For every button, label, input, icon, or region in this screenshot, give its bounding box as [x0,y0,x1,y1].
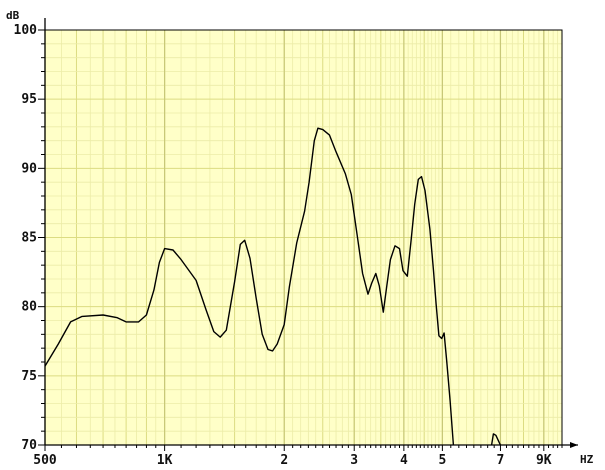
x-axis-arrow [570,442,578,448]
x-tick-label: 2 [280,453,288,468]
y-tick-label: 80 [21,300,37,315]
x-axis-unit-label: HZ [580,453,594,466]
y-tick-label: 90 [21,161,37,176]
y-axis-unit-label: dB [6,9,20,22]
x-tick-labels: 500 1K 2 3 4 5 7 9K [33,453,552,468]
x-tick-label: 500 [33,453,57,468]
x-tick-label: 9K [536,453,552,468]
x-tick-label: 7 [497,453,505,468]
series-line [490,433,502,446]
y-tick-labels: 100 95 90 85 80 75 70 [14,23,38,453]
x-tick-label: 4 [400,453,408,468]
y-tick-label: 95 [21,92,37,107]
y-tick-label: 100 [14,23,38,38]
x-tick-label: 5 [438,453,446,468]
tick-marks [38,29,563,451]
axes [44,18,578,448]
x-tick-label: 1K [157,453,173,468]
y-tick-label: 85 [21,231,37,246]
y-tick-label: 70 [21,438,37,453]
series-lines [44,127,502,446]
x-tick-label: 3 [350,453,358,468]
y-tick-label: 75 [21,369,37,384]
series-line [44,127,455,446]
